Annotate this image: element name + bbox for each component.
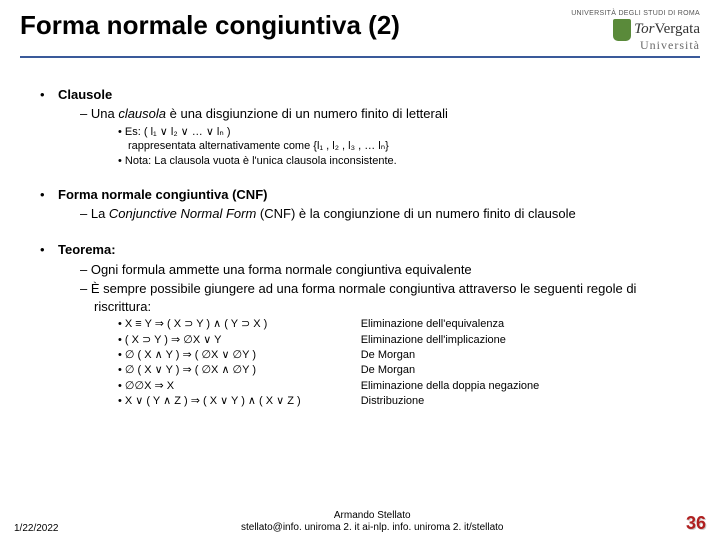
clausole-example-1: • Es: ( l₁ ∨ l₂ ∨ … ∨ lₙ )	[118, 125, 690, 139]
logo-name: TorVergata	[634, 21, 700, 38]
rule-desc-6: Distribuzione	[361, 394, 540, 409]
section-teorema: •Teorema:	[40, 241, 690, 259]
bullet-icon: •	[40, 241, 58, 259]
footer-author-block: Armando Stellato stellato@info. uniroma …	[59, 510, 686, 534]
section-heading: Clausole	[58, 87, 112, 102]
footer-date: 1/22/2022	[14, 523, 59, 534]
page-number: 36	[686, 513, 706, 534]
section-heading: Teorema:	[58, 242, 116, 257]
bullet-icon: •	[40, 186, 58, 204]
rule-desc-1: Eliminazione dell'equivalenza	[361, 317, 540, 332]
rule-4: • ∅ ( X ∨ Y ) ⇒ ( ∅X ∧ ∅Y )	[118, 363, 301, 378]
bullet-icon: •	[40, 86, 58, 104]
rule-5: • ∅∅X ⇒ X	[118, 379, 301, 394]
university-logo: UNIVERSITÀ DEGLI STUDI DI ROMA TorVergat…	[571, 10, 700, 52]
section-clausole: •Clausole	[40, 86, 690, 104]
clausole-note: • Nota: La clausola vuota è l'unica clau…	[118, 154, 690, 168]
rules-descriptions: Eliminazione dell'equivalenza Eliminazio…	[361, 317, 540, 409]
footer-author: Armando Stellato	[59, 510, 686, 522]
slide-body: •Clausole – Una clausola è una disgiunzi…	[0, 58, 720, 410]
rule-desc-2: Eliminazione dell'implicazione	[361, 333, 540, 348]
rule-2: • ( X ⊃ Y ) ⇒ ∅X ∨ Y	[118, 333, 301, 348]
rule-desc-5: Eliminazione della doppia negazione	[361, 379, 540, 394]
clausole-def: – Una clausola è una disgiunzione di un …	[80, 105, 690, 123]
teorema-point-1: – Ogni formula ammette una forma normale…	[80, 261, 690, 279]
rule-desc-4: De Morgan	[361, 363, 540, 378]
rule-3: • ∅ ( X ∧ Y ) ⇒ ( ∅X ∨ ∅Y )	[118, 348, 301, 363]
logo-subtitle: Università	[640, 39, 700, 52]
shield-icon	[613, 19, 631, 41]
rules-formulas: • X ≡ Y ⇒ ( X ⊃ Y ) ∧ ( Y ⊃ X ) • ( X ⊃ …	[118, 317, 301, 409]
cnf-def: – La Conjunctive Normal Form (CNF) è la …	[80, 205, 690, 223]
page-title: Forma normale congiuntiva (2)	[20, 10, 400, 41]
section-heading: Forma normale congiuntiva (CNF)	[58, 187, 267, 202]
rule-1: • X ≡ Y ⇒ ( X ⊃ Y ) ∧ ( Y ⊃ X )	[118, 317, 301, 332]
section-cnf: •Forma normale congiuntiva (CNF)	[40, 186, 690, 204]
logo-top-text: UNIVERSITÀ DEGLI STUDI DI ROMA	[571, 10, 700, 18]
rule-6: • X ∨ ( Y ∧ Z ) ⇒ ( X ∨ Y ) ∧ ( X ∨ Z )	[118, 394, 301, 409]
slide-footer: 1/22/2022 Armando Stellato stellato@info…	[0, 510, 720, 534]
clausole-example-2: rappresentata alternativamente come {l₁ …	[118, 139, 690, 153]
slide-header: Forma normale congiuntiva (2) UNIVERSITÀ…	[0, 0, 720, 52]
teorema-point-2: – È sempre possibile giungere ad una for…	[80, 280, 690, 315]
rewrite-rules: • X ≡ Y ⇒ ( X ⊃ Y ) ∧ ( Y ⊃ X ) • ( X ⊃ …	[118, 317, 690, 409]
rule-desc-3: De Morgan	[361, 348, 540, 363]
footer-contact: stellato@info. uniroma 2. it ai-nlp. inf…	[59, 522, 686, 534]
